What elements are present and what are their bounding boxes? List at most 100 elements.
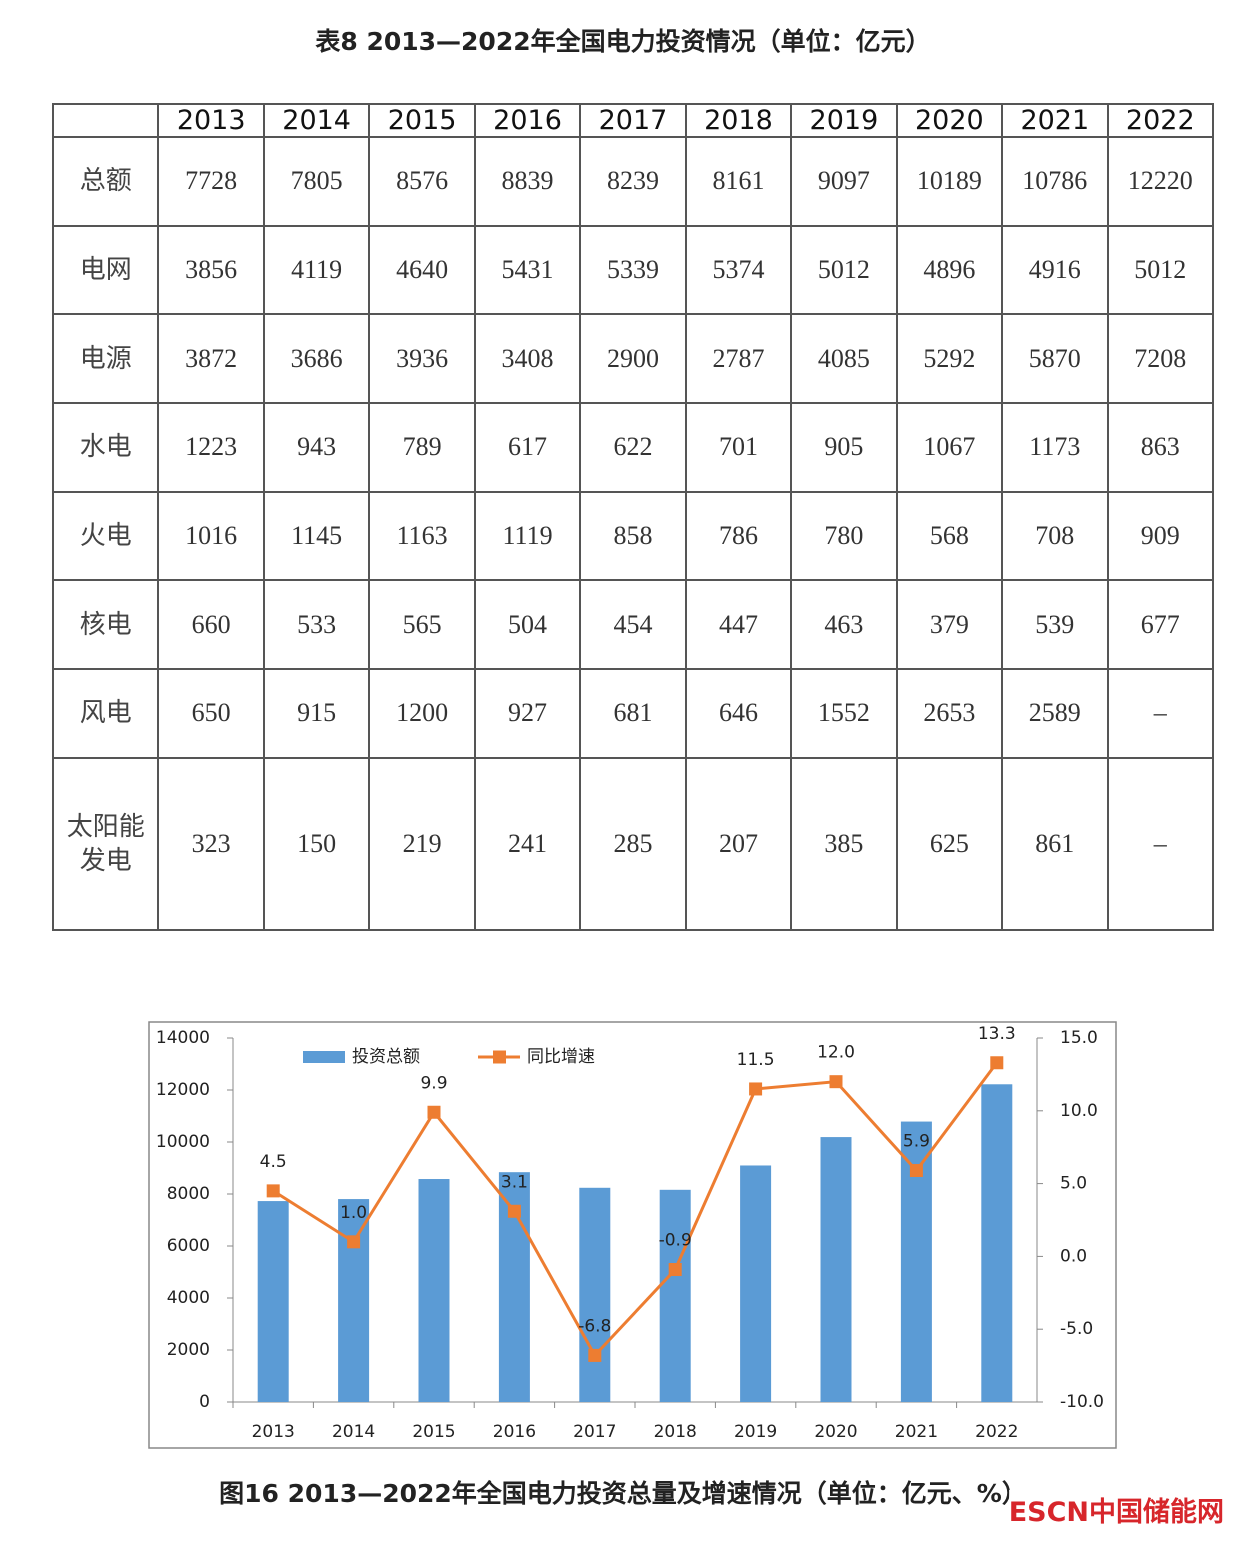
header-cell: 2014 [262, 103, 371, 138]
table-cell: 504 [473, 579, 582, 670]
table-cell: 10189 [895, 136, 1004, 227]
table-cell: 4119 [262, 224, 371, 316]
table-cell: 8161 [684, 136, 793, 227]
bar [820, 1137, 852, 1402]
table-cell: 207 [684, 756, 793, 932]
table-cell: – [1106, 667, 1215, 759]
bar [338, 1199, 370, 1402]
line-marker [266, 1184, 280, 1198]
table-cell: 4916 [1001, 224, 1109, 316]
table-cell: 12220 [1106, 136, 1215, 227]
row-label: 核电 [51, 579, 160, 670]
table-cell: – [1106, 756, 1215, 932]
x-tick-label: 2020 [814, 1422, 857, 1442]
table-cell: 8839 [473, 136, 582, 227]
y-tick-label: 12000 [156, 1080, 210, 1100]
table-cell: 622 [579, 401, 687, 493]
x-tick-label: 2019 [734, 1422, 777, 1442]
table-row: 核电 660 533 565 504 454 447 463 379 539 677 [51, 579, 1215, 670]
table-cell: 915 [262, 667, 371, 759]
x-tick-label: 2013 [252, 1422, 295, 1442]
table-cell: 565 [368, 579, 476, 670]
y-tick-label: 14000 [156, 1028, 210, 1048]
table-cell: 927 [473, 667, 582, 759]
row-label: 火电 [51, 490, 160, 582]
table-cell: 2787 [684, 313, 793, 404]
table-cell: 786 [684, 490, 793, 582]
table-cell: 5431 [473, 224, 582, 316]
row-label: 风电 [51, 667, 160, 759]
row-label: 电网 [51, 224, 160, 316]
header-cell: 2017 [579, 103, 687, 138]
table-cell: 701 [684, 401, 793, 493]
table-row: 水电 1223 943 789 617 622 701 905 1067 1173 863 [51, 401, 1215, 493]
y-tick-label: 6000 [167, 1236, 210, 1256]
table-cell: 3856 [157, 224, 265, 316]
table-cell: 708 [1001, 490, 1109, 582]
data-label: 11.5 [737, 1050, 775, 1070]
line-marker [909, 1163, 923, 1177]
table-cell: 533 [262, 579, 371, 670]
header-cell: 2013 [157, 103, 265, 138]
line-marker [829, 1075, 843, 1089]
table-cell: 617 [473, 401, 582, 493]
table-cell: 905 [790, 401, 898, 493]
y2-tick-label: 5.0 [1060, 1174, 1087, 1194]
header-cell: 2015 [368, 103, 476, 138]
y-tick-label: 8000 [167, 1184, 210, 1204]
table-cell: 4640 [368, 224, 476, 316]
table-cell: 681 [579, 667, 687, 759]
table-cell: 379 [895, 579, 1004, 670]
legend-label: 同比增速 [527, 1047, 595, 1067]
data-label: 12.0 [817, 1043, 855, 1063]
table-cell: 3936 [368, 313, 476, 404]
y2-tick-label: 15.0 [1060, 1028, 1098, 1048]
bar [900, 1121, 932, 1402]
table-cell: 789 [368, 401, 476, 493]
table-cell: 5292 [895, 313, 1004, 404]
y-tick-label: 0 [199, 1392, 210, 1412]
x-tick-label: 2022 [975, 1422, 1018, 1442]
table-cell: 909 [1106, 490, 1215, 582]
table-cell: 5012 [1106, 224, 1215, 316]
table-body: 总额 7728 7805 8576 8839 8239 8161 9097 10189 10786… [51, 136, 1215, 932]
watermark: ESCN中国储能网 [1008, 1490, 1224, 1529]
table-cell: 625 [895, 756, 1004, 932]
table-cell: 5339 [579, 224, 687, 316]
y2-tick-label: -10.0 [1060, 1392, 1104, 1412]
line-marker [668, 1263, 682, 1277]
table-cell: 5870 [1001, 313, 1109, 404]
table-cell: 9097 [790, 136, 898, 227]
legend-label: 投资总额 [352, 1047, 420, 1067]
table-cell: 539 [1001, 579, 1109, 670]
table-cell: 3872 [157, 313, 265, 404]
header-cell: 2018 [684, 103, 793, 138]
bar [498, 1172, 530, 1402]
bar [418, 1179, 450, 1402]
row-label: 电源 [51, 313, 160, 404]
table-cell: 8239 [579, 136, 687, 227]
bar [579, 1187, 611, 1402]
table-cell: 447 [684, 579, 793, 670]
table-cell: 463 [790, 579, 898, 670]
line [272, 1061, 999, 1358]
table-cell: 1163 [368, 490, 476, 582]
table-cell: 7728 [157, 136, 265, 227]
header-cell: 2020 [895, 103, 1004, 138]
x-tick-label: 2021 [895, 1422, 938, 1442]
table-cell: 660 [157, 579, 265, 670]
line-marker [990, 1056, 1004, 1070]
table-row: 太阳能发电 323 150 219 241 285 207 385 625 861– [51, 756, 1215, 932]
line-marker [588, 1348, 602, 1362]
table-cell: 2900 [579, 313, 687, 404]
table-cell: 454 [579, 579, 687, 670]
x-tick-label: 2015 [412, 1422, 455, 1442]
table-cell: 7805 [262, 136, 371, 227]
chart-frame [148, 1021, 1117, 1449]
y-tick-label: 10000 [156, 1132, 210, 1152]
table-row: 电网 3856 4119 4640 5431 5339 5374 5012 4896 4916 50… [51, 224, 1215, 316]
data-label: 5.9 [903, 1131, 930, 1151]
line-marker [749, 1082, 763, 1096]
table-cell: 2589 [1001, 667, 1109, 759]
